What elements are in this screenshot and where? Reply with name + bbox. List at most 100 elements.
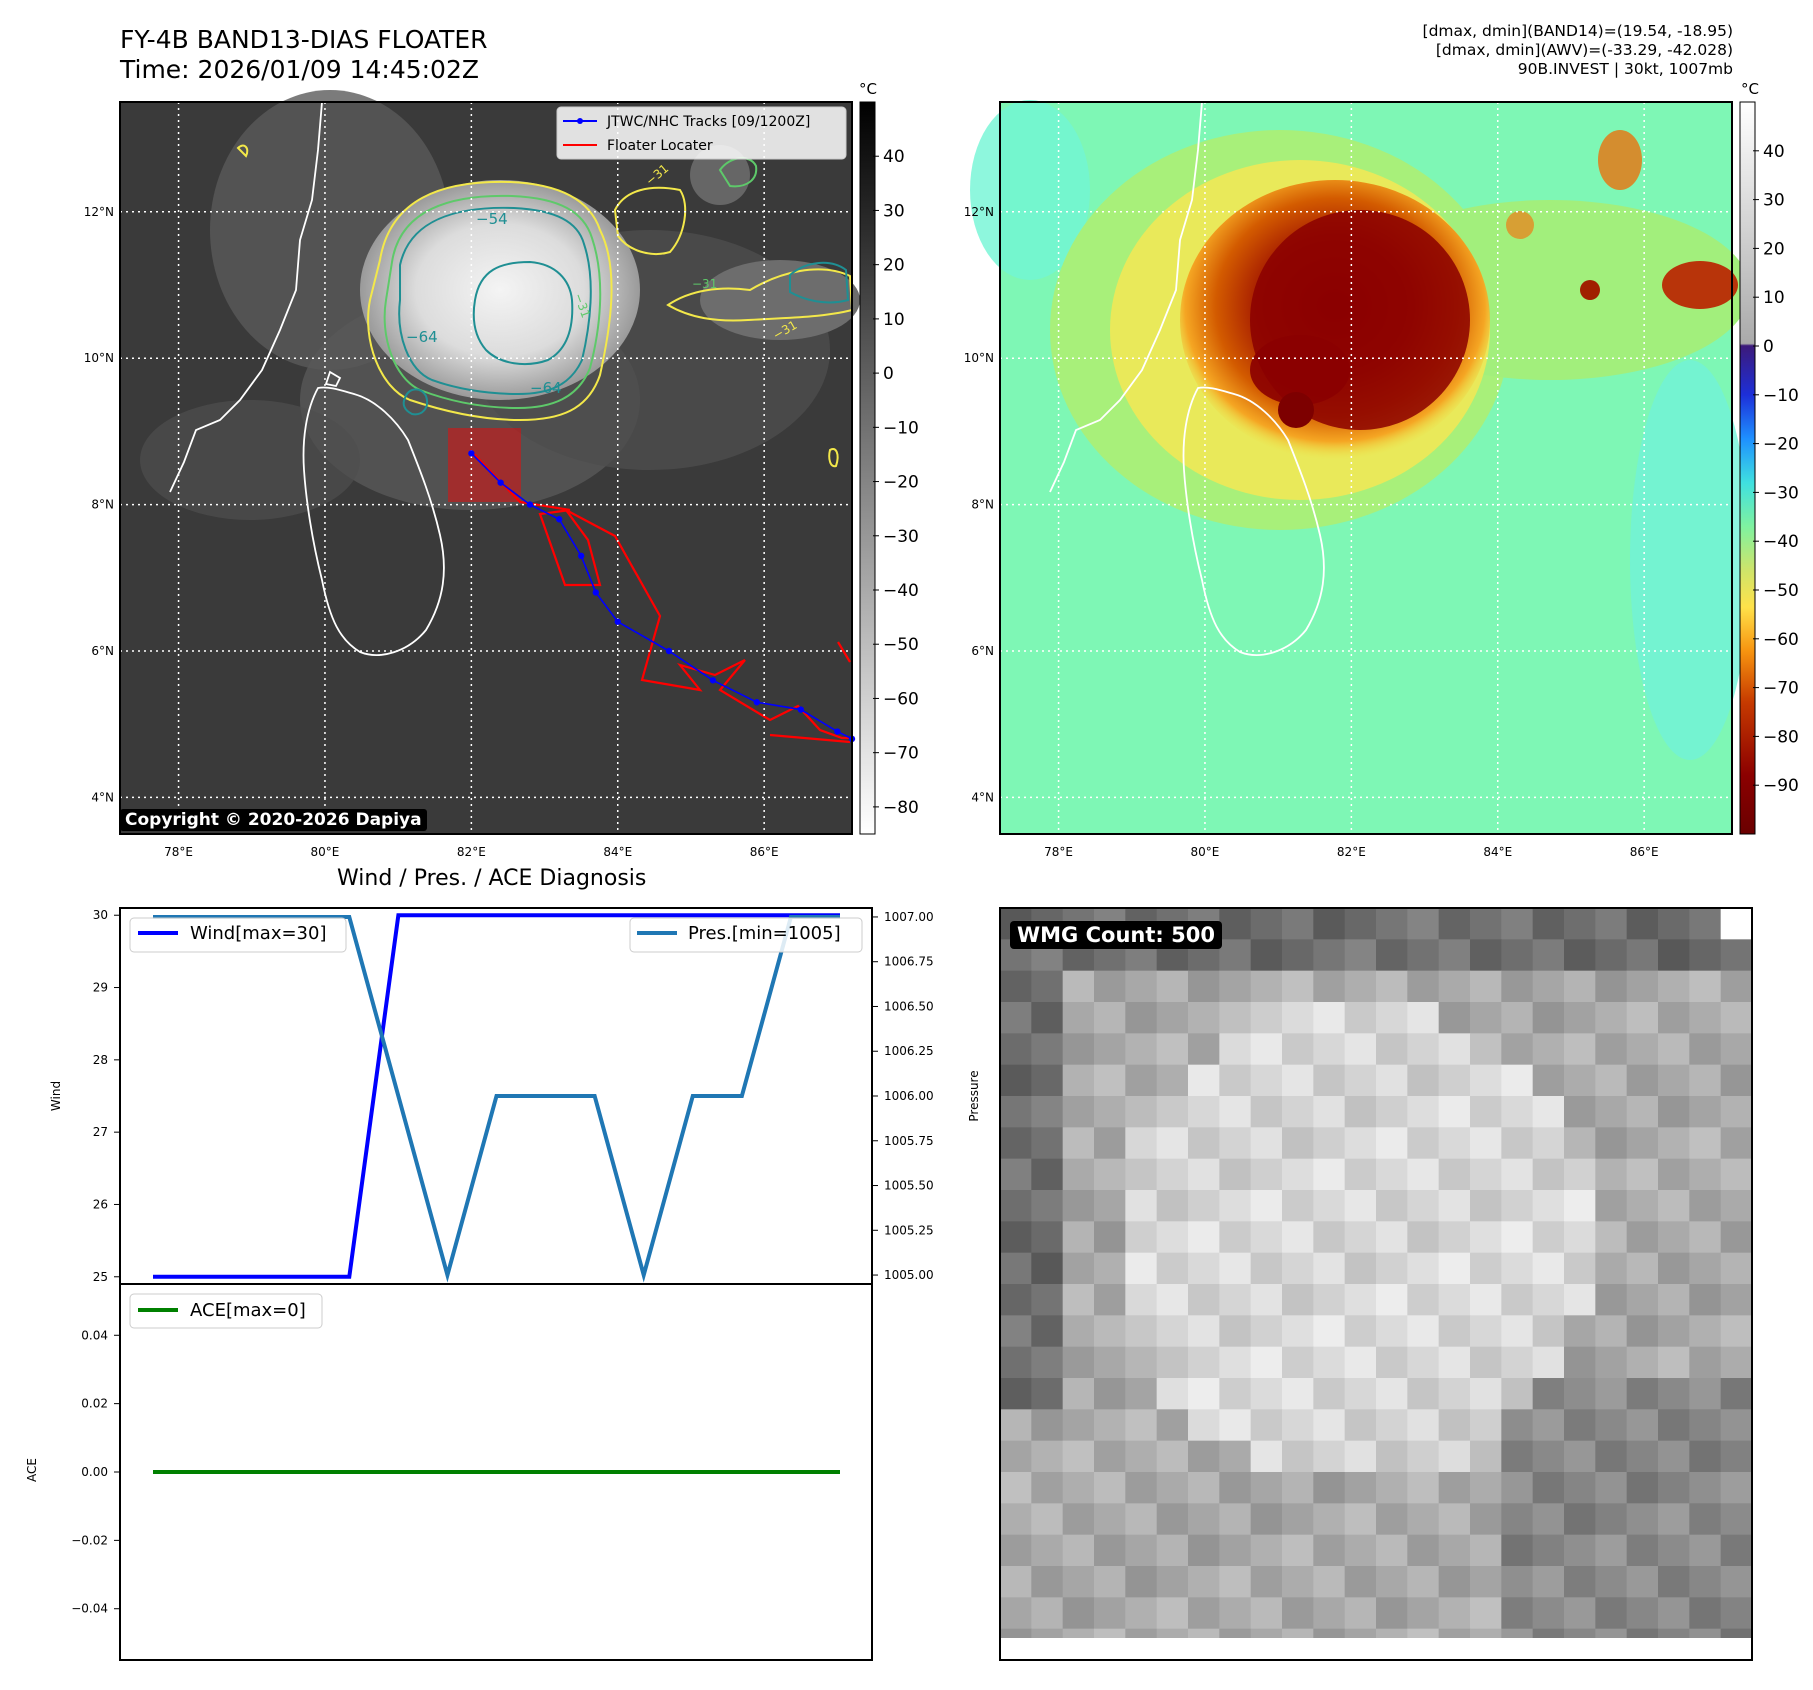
wmg-cell — [1720, 1190, 1753, 1222]
wmg-cell — [1094, 1190, 1126, 1222]
wmg-cell — [1438, 1409, 1471, 1442]
wmg-cell — [1000, 1002, 1032, 1034]
wmg-cell — [1407, 1566, 1440, 1598]
colorbar-tick-label: −30 — [883, 527, 919, 547]
wmg-cell — [1250, 1158, 1283, 1191]
colorbar-awv — [1739, 101, 1756, 835]
wmg-cell — [1313, 1284, 1346, 1316]
track-point — [497, 479, 504, 486]
wmg-cell — [1000, 1503, 1032, 1536]
wmg-cell — [1313, 1409, 1346, 1442]
wmg-cell — [1626, 1409, 1659, 1442]
wmg-cell — [1407, 1002, 1440, 1034]
wmg-cell — [1658, 1566, 1690, 1598]
wmg-cell — [1564, 1221, 1596, 1254]
track-point — [797, 706, 804, 713]
wmg-cell — [1626, 1534, 1659, 1567]
wmg-cell — [1188, 1597, 1220, 1630]
wmg-cell — [1219, 1158, 1252, 1191]
wmg-cell — [1532, 1064, 1565, 1097]
wmg-cell — [1532, 1221, 1565, 1254]
colorbar-tick-label: 20 — [1763, 239, 1785, 259]
wmg-cell — [1532, 1566, 1565, 1598]
wmg-cell — [1720, 939, 1753, 972]
wmg-cell — [1501, 1002, 1534, 1034]
wmg-cell — [1407, 1472, 1440, 1504]
colorbar-tick-label: −50 — [1763, 581, 1799, 601]
wmg-cell — [1564, 1346, 1596, 1379]
map-legend: JTWC/NHC Tracks [09/1200Z] Floater Locat… — [556, 106, 847, 160]
wmg-cell — [1282, 1346, 1314, 1379]
wmg-cell — [1438, 1033, 1471, 1066]
wmg-cell — [1156, 1158, 1189, 1191]
wmg-cell — [1219, 1190, 1252, 1222]
wmg-cell — [1626, 1472, 1659, 1504]
wmg-cell — [1407, 1190, 1440, 1222]
lon-tick-label: 80°E — [1191, 845, 1220, 859]
ace-tick-label: 0.04 — [81, 1328, 108, 1342]
wmg-cell — [1000, 1064, 1032, 1097]
colorbar-tick-label: −10 — [1763, 386, 1799, 406]
wmg-cell — [1658, 1127, 1690, 1160]
wmg-cell — [1532, 1534, 1565, 1567]
wmg-cell — [1156, 1002, 1189, 1034]
wind-tick-label: 26 — [93, 1197, 108, 1211]
legend-tracks: JTWC/NHC Tracks [09/1200Z] — [606, 114, 810, 130]
wmg-cell — [1062, 1503, 1095, 1536]
wmg-cell — [1376, 1534, 1408, 1567]
wmg-cell — [1564, 1503, 1596, 1536]
wmg-cell — [1532, 1096, 1565, 1128]
wmg-cell — [1188, 1127, 1220, 1160]
colorbar-unit-awv: °C — [1741, 80, 1759, 98]
colorbar-tick-label: −20 — [883, 473, 919, 493]
wmg-cell — [1376, 1190, 1408, 1222]
wmg-cell — [1344, 1158, 1377, 1191]
wmg-cell — [1282, 1252, 1314, 1285]
ace-tick-label: 0.02 — [81, 1397, 108, 1411]
wmg-cell — [1000, 1566, 1032, 1598]
wmg-cell — [1062, 1064, 1095, 1097]
wmg-cell — [1188, 1315, 1220, 1348]
wmg-cell — [1407, 1221, 1440, 1254]
wmg-cell — [1282, 1033, 1314, 1066]
wmg-cell — [1062, 1158, 1095, 1191]
wmg-cell — [1062, 1534, 1095, 1567]
wmg-cell — [1470, 1127, 1502, 1160]
pressure-tick-label: 1005.25 — [884, 1223, 934, 1237]
wmg-cell — [1438, 1597, 1471, 1630]
wmg-cell — [1470, 1566, 1502, 1598]
wmg-cell — [1125, 1127, 1158, 1160]
wmg-cell — [1282, 1315, 1314, 1348]
wmg-cell — [1658, 1409, 1690, 1442]
wmg-cell — [1720, 1033, 1753, 1066]
wmg-cell — [1313, 1597, 1346, 1630]
wmg-cell — [1094, 1002, 1126, 1034]
wmg-cell — [1344, 1096, 1377, 1128]
wmg-cell — [1000, 1033, 1032, 1066]
wmg-cell — [1438, 1440, 1471, 1473]
wmg-cell — [1689, 1221, 1722, 1254]
lat-tick-label: 8°N — [971, 498, 994, 512]
wmg-cell — [1282, 1096, 1314, 1128]
pressure-tick-label: 1005.75 — [884, 1134, 934, 1148]
wmg-cell — [1595, 1566, 1628, 1598]
wmg-cell — [1470, 1378, 1502, 1410]
wmg-cell — [1156, 1096, 1189, 1128]
wmg-cell — [1313, 1440, 1346, 1473]
wmg-cell — [1250, 1284, 1283, 1316]
coastline — [169, 101, 445, 656]
wmg-cell — [1250, 1190, 1283, 1222]
wmg-cell — [1501, 1346, 1534, 1379]
wmg-cell — [1626, 970, 1659, 1003]
wmg-cell — [1188, 1440, 1220, 1473]
colorbar-tick-label: 0 — [883, 364, 894, 384]
wmg-cell — [1062, 1096, 1095, 1128]
lon-tick-label: 84°E — [1483, 845, 1512, 859]
wmg-cell — [1313, 1346, 1346, 1379]
track-point — [592, 589, 599, 596]
wmg-cell — [1658, 1033, 1690, 1066]
wmg-cell — [1658, 1378, 1690, 1410]
lon-tick-label: 80°E — [311, 845, 340, 859]
figure-time: Time: 2026/01/09 14:45:02Z — [120, 55, 479, 84]
wmg-cell — [1094, 1597, 1126, 1630]
